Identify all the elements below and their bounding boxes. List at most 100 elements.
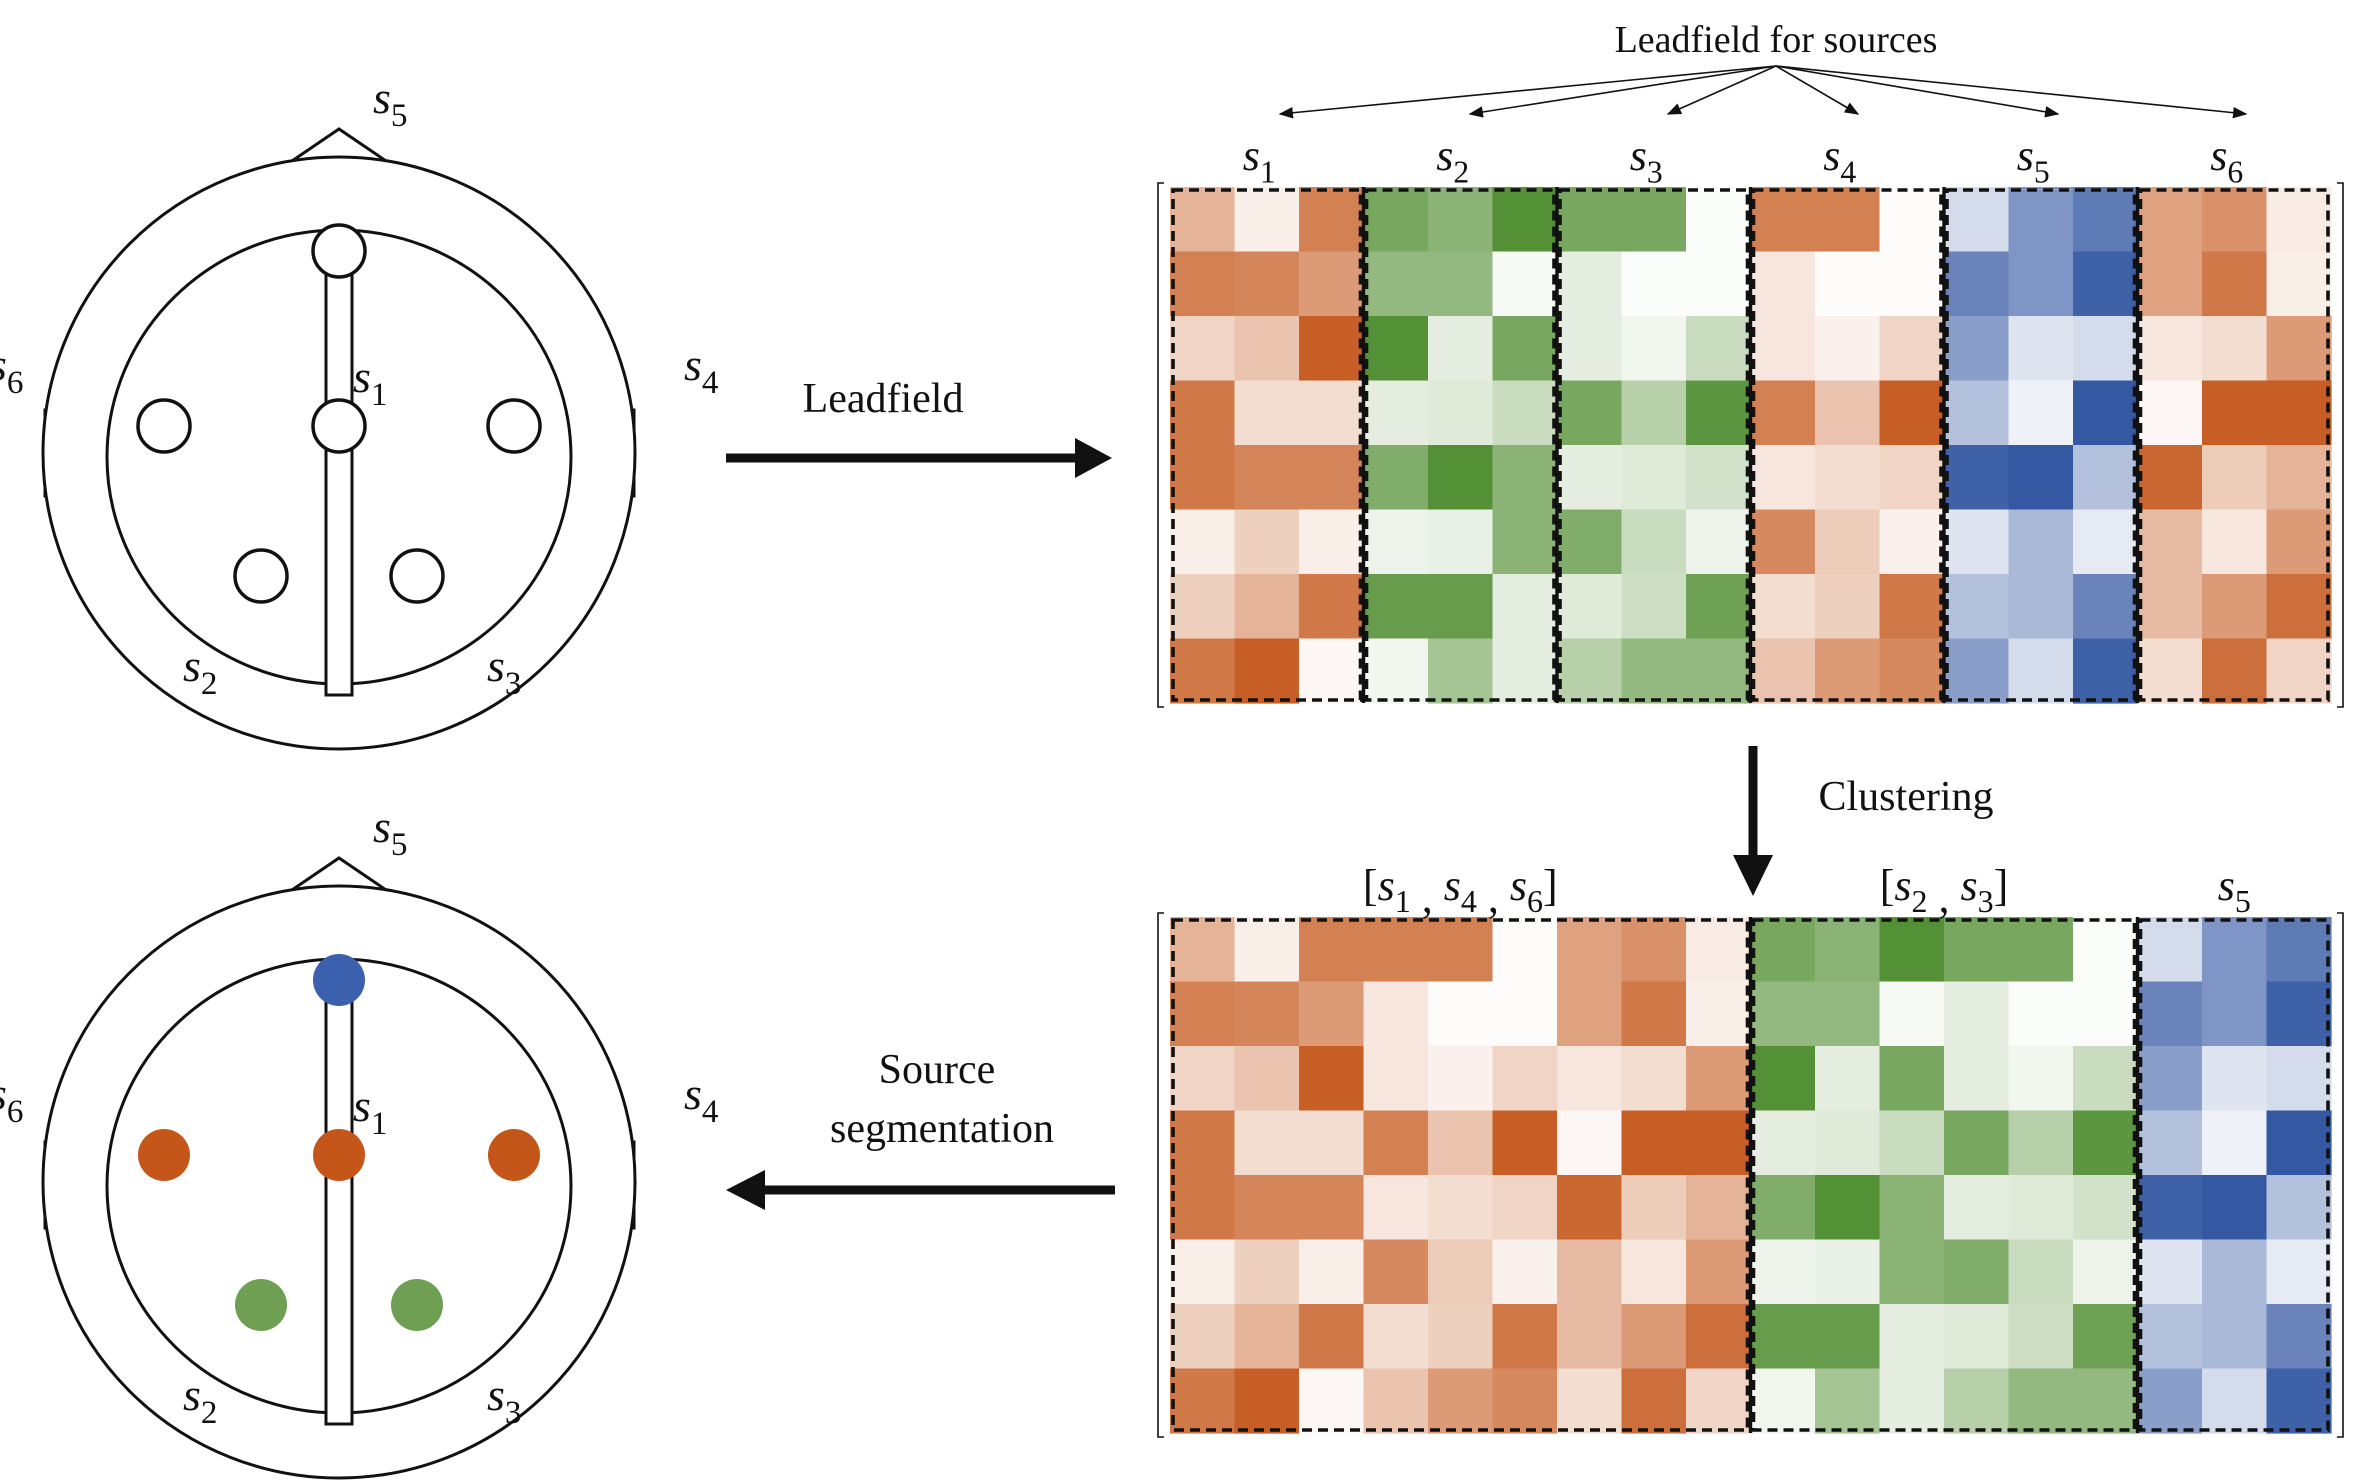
clustered-cell [1428,1110,1494,1176]
source-4-dot [486,398,542,454]
column-header-s5: s5 [2017,131,2050,189]
clustered-left-bracket [1157,912,1164,1438]
leadfield-cell [2073,445,2139,511]
leadfield-cell [1557,638,1623,704]
clustered-cell [1363,1046,1429,1112]
segmentation-arrow [726,1170,1115,1210]
clustered-cell [2073,917,2139,983]
leadfield-cell [1492,380,1558,446]
clustered-cell [1363,1368,1429,1434]
clustered-cell [1621,1239,1687,1305]
leadfield-cell [2073,509,2139,575]
clustered-cell [2008,1110,2074,1176]
leadfield-cell [2137,187,2203,253]
leadfield-cell [1428,638,1494,704]
clustered-cell [1170,981,1236,1047]
clustered-cell [1944,1368,2010,1434]
leadfield-cell [1557,187,1623,253]
clustered-cell [2137,1304,2203,1370]
fan-arrow-s2 [1468,65,1777,118]
clustered-cell [1234,1368,1300,1434]
clustered-cell [1170,1046,1236,1112]
source-2-dot [235,1279,287,1331]
clustered-cell [1170,1368,1236,1434]
leadfield-cell [1815,380,1881,446]
leadfield-cell [1750,509,1816,575]
clustered-cell [2202,981,2268,1047]
cluster-3-header: s5 [2218,861,2251,919]
leadfield-cell [1557,380,1623,446]
leadfield-cell [2266,251,2332,317]
leadfield-cell [2008,638,2074,704]
leadfield-cell [2137,316,2203,382]
fan-arrow-s3 [1666,65,1777,115]
leadfield-cell [1492,187,1558,253]
clustered-cell [2266,1304,2332,1370]
leadfield-cell [1944,574,2010,640]
clustered-cell [2008,1239,2074,1305]
leadfield-cell [2008,380,2074,446]
leadfield-cell [1750,445,1816,511]
leadfield-cell [1363,251,1429,317]
clustered-cell [1750,1175,1816,1241]
leadfield-cell [1428,380,1494,446]
leadfield-cell [1299,638,1365,704]
clustered-cell [2137,981,2203,1047]
leadfield-cell [1234,574,1300,640]
cluster-2-header: [s2 , s3] [1880,861,2009,922]
clustered-cell [1234,1110,1300,1176]
clustered-cell [1492,917,1558,983]
clustered-cell [1299,1368,1365,1434]
source-5-label: s5 [373,801,407,863]
column-header-s6: s6 [2210,131,2243,189]
leadfield-cell [1299,316,1365,382]
clustered-cell [1944,1239,2010,1305]
leadfield-cell [1234,316,1300,382]
source-3-label: s3 [487,1369,521,1431]
clustered-cell [1557,1110,1623,1176]
clustered-cell [2073,1110,2139,1176]
clustered-cell [2137,1110,2203,1176]
leadfield-cell [1557,574,1623,640]
cluster-headers: [s1 , s4 , s6] [s2 , s3] s5 [1363,861,2251,922]
clustered-cell [1815,1368,1881,1434]
source-5-dot [311,223,367,279]
clustered-cell [1557,1175,1623,1241]
source-6-dot [136,398,192,454]
source-6-label: s6 [0,1068,23,1130]
leadfield-cell [1944,316,2010,382]
leadfield-cell [1686,380,1752,446]
leadfield-cell [1363,509,1429,575]
leadfield-cell [1879,187,1945,253]
source-3-label: s3 [487,640,521,702]
source-4-dot [488,1129,540,1181]
clustered-cell [1815,1304,1881,1370]
clustered-cell [1170,1110,1236,1176]
leadfield-cell [2008,574,2074,640]
clustered-cell [2202,1175,2268,1241]
clustered-cell [2073,1304,2139,1370]
leadfield-cell [1557,316,1623,382]
clustered-cell [1686,1110,1752,1176]
clustered-cell [1363,1175,1429,1241]
leadfield-fan-arrows [1278,65,2248,119]
leadfield-cell [1299,445,1365,511]
leadfield-cell [2202,251,2268,317]
leadfield-cell [1750,251,1816,317]
leadfield-cell [1363,638,1429,704]
leadfield-cell [1621,380,1687,446]
clustered-cell [1428,1239,1494,1305]
clustered-cell [1879,1368,1945,1434]
leadfield-cell [2008,187,2074,253]
leadfield-cell [1815,509,1881,575]
clustered-cell [1879,1175,1945,1241]
leadfield-for-sources-title: Leadfield for sources [1615,19,1938,61]
source-5-dot [313,954,365,1006]
leadfield-cell [2008,445,2074,511]
leadfield-cell [1428,509,1494,575]
clustered-cell [1428,1368,1494,1434]
leadfield-cell [1621,251,1687,317]
fan-arrow-s6 [1775,65,2248,119]
midline-fissure [324,991,354,1426]
clustered-cell [1363,1110,1429,1176]
